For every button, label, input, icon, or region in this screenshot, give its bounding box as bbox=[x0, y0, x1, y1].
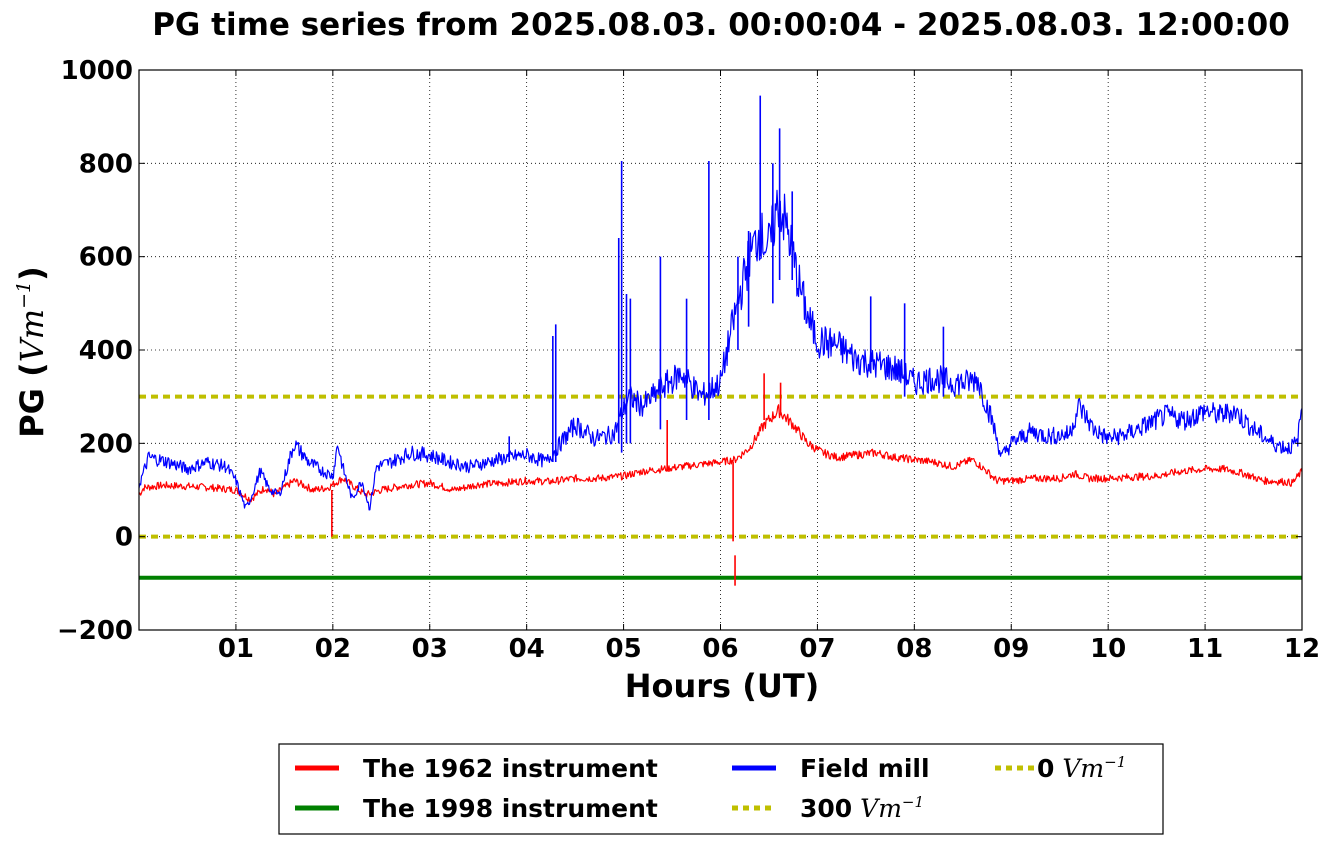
y-tick-label: 200 bbox=[79, 429, 133, 459]
legend-label-text: 0 bbox=[1037, 754, 1054, 783]
series-the-1962-instrument-line bbox=[138, 404, 1303, 503]
legend-unit: Vm bbox=[1054, 754, 1104, 783]
y-axis-label-prefix: PG ( bbox=[13, 362, 51, 437]
x-tick-label: 11 bbox=[1187, 634, 1223, 664]
x-axis-ticks: 01 02 03 04 05 06 07 08 09 10 11 12 bbox=[218, 70, 1320, 664]
chart-title: PG time series from 2025.08.03. 00:00:04… bbox=[152, 7, 1290, 43]
y-axis-label-unit: Vm bbox=[13, 309, 51, 362]
legend-label: 300 Vm−1 bbox=[800, 793, 924, 823]
y-axis-label: PG (Vm−1) bbox=[13, 266, 51, 438]
legend-label-text: 300 bbox=[800, 794, 852, 823]
series-layer bbox=[138, 95, 1303, 586]
series-field-mill-line bbox=[138, 189, 1303, 511]
y-tick-label: 1000 bbox=[61, 56, 133, 86]
legend-label: The 1998 instrument bbox=[363, 794, 658, 823]
legend-unit: Vm bbox=[852, 794, 902, 823]
x-tick-label: 04 bbox=[509, 634, 545, 664]
grid-lines bbox=[139, 69, 1303, 631]
legend-box bbox=[278, 743, 1164, 835]
x-tick-label: 10 bbox=[1090, 634, 1126, 664]
y-tick-label: 0 bbox=[115, 523, 133, 553]
x-tick-label: 06 bbox=[702, 634, 738, 664]
x-tick-label: 12 bbox=[1284, 634, 1320, 664]
y-tick-label: −200 bbox=[57, 616, 133, 646]
y-tick-label: 800 bbox=[79, 149, 133, 179]
y-axis-label-suffix: ) bbox=[13, 266, 51, 281]
x-tick-label: 08 bbox=[896, 634, 932, 664]
legend-label-text: Field mill bbox=[800, 754, 930, 783]
x-tick-label: 05 bbox=[605, 634, 641, 664]
legend-label-text: The 1962 instrument bbox=[363, 754, 658, 783]
x-axis-label: Hours (UT) bbox=[625, 667, 820, 705]
x-tick-label: 09 bbox=[993, 634, 1029, 664]
legend-label: 0 Vm−1 bbox=[1037, 753, 1126, 783]
legend: The 1962 instrument The 1998 instrument Fi… bbox=[278, 743, 1164, 835]
y-tick-label: 600 bbox=[79, 243, 133, 273]
legend-unit-exponent: −1 bbox=[1104, 753, 1126, 771]
legend-label: Field mill bbox=[800, 754, 930, 783]
x-tick-label: 07 bbox=[799, 634, 835, 664]
x-tick-label: 01 bbox=[218, 634, 254, 664]
y-axis-ticks: −200 0 200 400 600 800 1000 bbox=[57, 56, 1302, 646]
y-tick-label: 400 bbox=[79, 336, 133, 366]
x-tick-label: 03 bbox=[412, 634, 448, 664]
y-axis-label-exponent: −1 bbox=[13, 281, 35, 309]
legend-label: The 1962 instrument bbox=[363, 754, 658, 783]
legend-label-text: The 1998 instrument bbox=[363, 794, 658, 823]
legend-unit-exponent: −1 bbox=[902, 793, 924, 811]
x-tick-label: 02 bbox=[315, 634, 351, 664]
